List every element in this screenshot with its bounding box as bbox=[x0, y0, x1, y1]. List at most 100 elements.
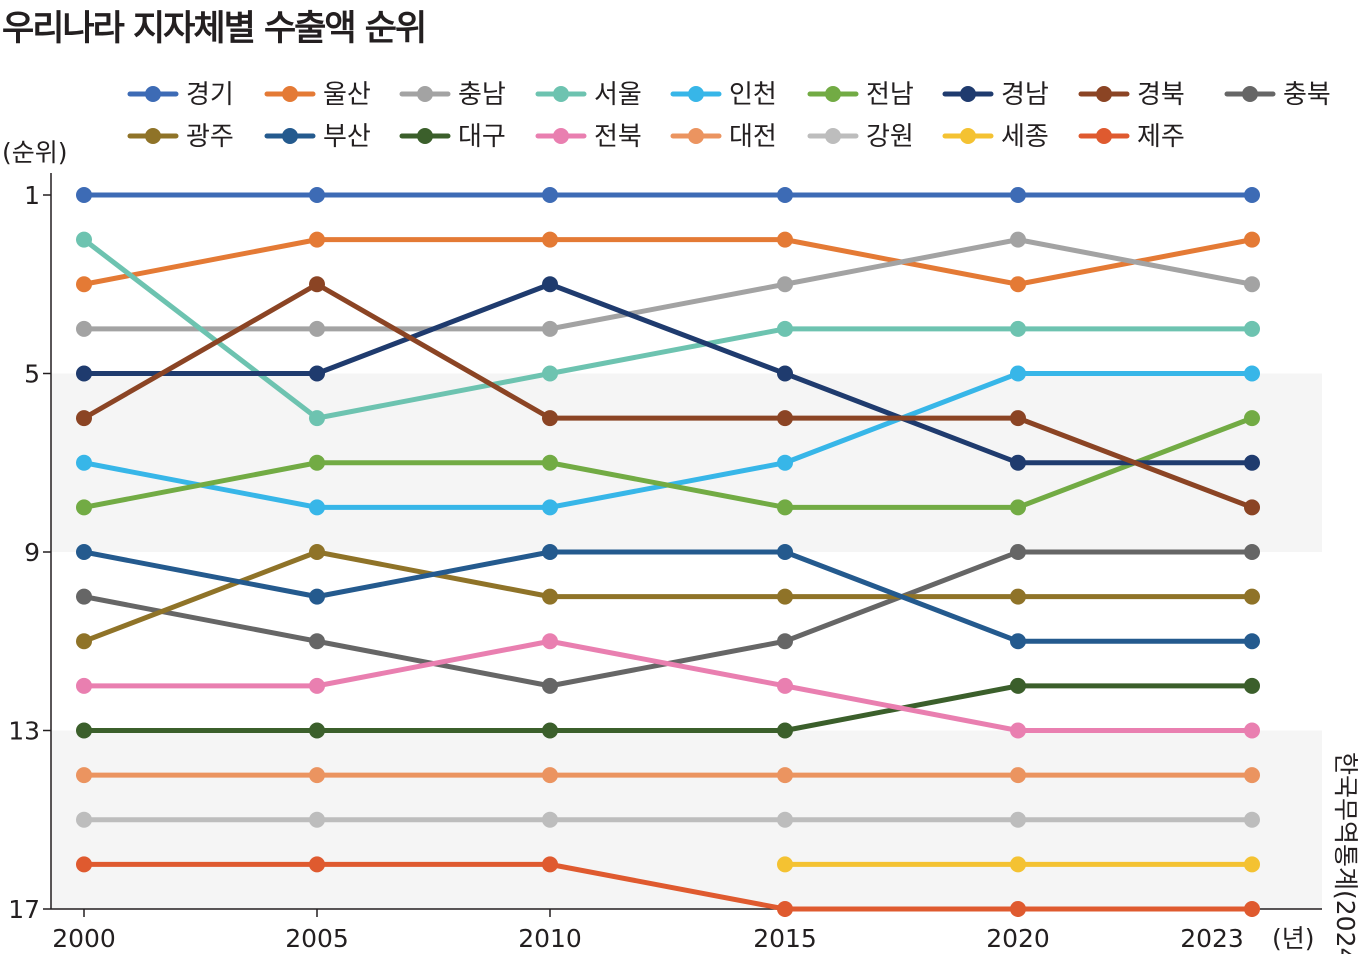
data-point bbox=[542, 722, 558, 739]
data-point bbox=[542, 187, 558, 203]
data-point bbox=[542, 677, 558, 694]
legend-swatch-dot bbox=[1096, 86, 1112, 102]
data-point bbox=[1244, 276, 1260, 293]
data-point bbox=[309, 811, 325, 828]
legend-item: 전남 bbox=[807, 80, 914, 110]
legend-swatch-dot bbox=[417, 128, 433, 144]
data-point bbox=[1010, 365, 1026, 382]
data-point bbox=[1010, 544, 1026, 560]
data-point bbox=[1010, 320, 1026, 337]
data-point bbox=[76, 187, 92, 203]
series-대구 bbox=[76, 677, 1260, 739]
legend-item: 경남 bbox=[942, 80, 1049, 110]
series-세종 bbox=[777, 856, 1260, 873]
legend-label: 충북 bbox=[1283, 80, 1331, 110]
data-point bbox=[309, 544, 325, 560]
series-line bbox=[81, 415, 1255, 510]
legend-label: 세종 bbox=[1001, 122, 1049, 152]
legend-label: 부산 bbox=[323, 122, 371, 152]
series-line bbox=[81, 861, 1255, 912]
data-point bbox=[1010, 187, 1026, 203]
data-point bbox=[1244, 811, 1260, 828]
legend-swatch-dot bbox=[145, 86, 161, 102]
data-point bbox=[309, 276, 325, 293]
data-point bbox=[309, 187, 325, 203]
x-tick-label: 2015 bbox=[753, 924, 817, 953]
data-point bbox=[309, 410, 325, 427]
series-lines bbox=[76, 187, 1260, 917]
y-tick-label: 17 bbox=[8, 895, 40, 924]
data-point bbox=[1244, 231, 1260, 248]
data-point bbox=[1010, 811, 1026, 828]
data-point bbox=[76, 320, 92, 337]
data-point bbox=[76, 811, 92, 828]
legend-label: 경북 bbox=[1137, 80, 1185, 110]
data-point bbox=[777, 499, 793, 516]
series-line bbox=[81, 237, 1255, 421]
legend-swatch-dot bbox=[1242, 86, 1258, 102]
source-note: 한국무역통계(2024) bbox=[1331, 752, 1359, 954]
data-point bbox=[1010, 410, 1026, 427]
legend-label: 강원 bbox=[866, 122, 914, 152]
series-line bbox=[81, 281, 1255, 510]
data-point bbox=[777, 320, 793, 337]
data-point bbox=[777, 454, 793, 471]
data-point bbox=[309, 767, 325, 784]
data-point bbox=[1244, 454, 1260, 471]
data-point bbox=[777, 187, 793, 203]
legend-swatch-dot bbox=[960, 86, 976, 102]
legend-label: 경남 bbox=[1001, 80, 1049, 110]
legend-swatch-dot bbox=[145, 128, 161, 144]
data-point bbox=[1010, 722, 1026, 739]
data-point bbox=[309, 320, 325, 337]
data-point bbox=[777, 767, 793, 784]
legend-label: 서울 bbox=[594, 80, 642, 110]
series-전남 bbox=[76, 410, 1260, 516]
data-point bbox=[309, 365, 325, 382]
series-line bbox=[81, 237, 1255, 287]
legend-swatch-dot bbox=[825, 86, 841, 102]
data-point bbox=[1010, 454, 1026, 471]
legend-item: 부산 bbox=[264, 122, 371, 152]
axes: 1 5 9 13 17 2000 2005 2010 2015 2020 2023 (년) bbox=[8, 173, 1322, 953]
y-tick-label: 1 bbox=[24, 181, 40, 210]
legend-swatch-dot bbox=[282, 86, 298, 102]
legend-label: 제주 bbox=[1137, 122, 1185, 152]
series-전북 bbox=[76, 633, 1260, 739]
legend-item: 서울 bbox=[535, 80, 642, 110]
data-point bbox=[309, 454, 325, 471]
data-point bbox=[1244, 320, 1260, 337]
data-point bbox=[542, 454, 558, 471]
data-point bbox=[76, 722, 92, 739]
data-point bbox=[76, 365, 92, 382]
data-point bbox=[542, 767, 558, 784]
legend-swatch-dot bbox=[417, 86, 433, 102]
legend-swatch-dot bbox=[282, 128, 298, 144]
series-line bbox=[81, 549, 1255, 644]
data-point bbox=[777, 276, 793, 293]
data-point bbox=[76, 499, 92, 516]
data-point bbox=[1244, 633, 1260, 650]
data-point bbox=[76, 677, 92, 694]
legend-label: 울산 bbox=[323, 80, 371, 110]
legend-item: 경기 bbox=[127, 80, 234, 110]
data-point bbox=[1010, 588, 1026, 605]
data-point bbox=[542, 231, 558, 248]
legend-item: 인천 bbox=[670, 80, 777, 110]
y-tick-label: 9 bbox=[24, 538, 40, 567]
data-point bbox=[76, 767, 92, 784]
x-tick-label: 2020 bbox=[986, 924, 1050, 953]
legend-swatch-dot bbox=[553, 128, 569, 144]
chart-title: 우리나라 지자체별 수출액 순위 bbox=[2, 9, 427, 49]
legend-swatch-dot bbox=[688, 86, 704, 102]
data-point bbox=[1010, 901, 1026, 917]
data-point bbox=[76, 276, 92, 293]
data-point bbox=[309, 231, 325, 248]
y-axis-label: (순위) bbox=[2, 138, 68, 167]
legend-swatch-dot bbox=[1096, 128, 1112, 144]
x-tick-label: 2000 bbox=[52, 924, 116, 953]
data-point bbox=[542, 544, 558, 560]
legend-item: 경북 bbox=[1078, 80, 1185, 110]
